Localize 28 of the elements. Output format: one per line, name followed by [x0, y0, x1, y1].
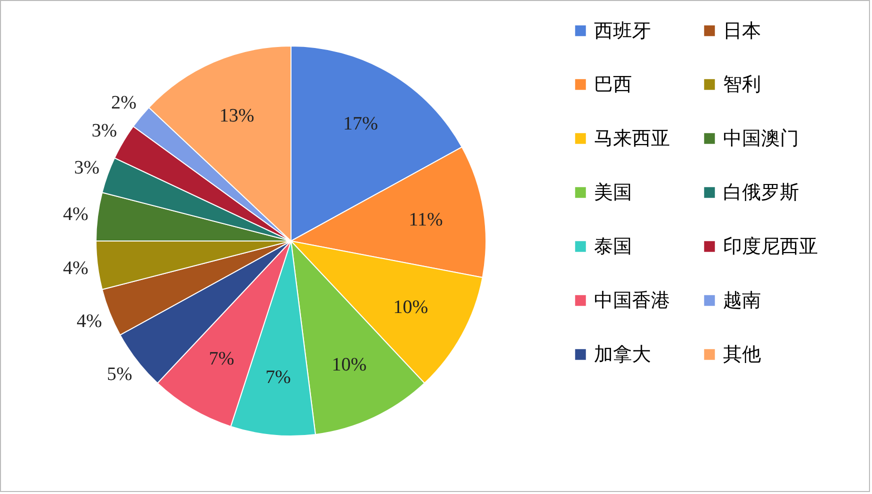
data-label: 4% [63, 258, 89, 280]
legend-label: 日本 [723, 20, 761, 42]
legend-label: 中国澳门 [723, 128, 799, 150]
legend-label: 其他 [723, 344, 761, 366]
legend-label: 马来西亚 [594, 128, 670, 150]
data-label: 13% [219, 106, 254, 127]
legend-label: 智利 [723, 74, 761, 96]
legend-label: 泰国 [594, 236, 632, 258]
legend-label: 中国香港 [594, 290, 670, 312]
legend-label: 加拿大 [594, 344, 651, 366]
data-label: 2% [111, 92, 137, 114]
data-label: 10% [393, 296, 428, 318]
data-label: 5% [106, 364, 132, 385]
data-label: 3% [74, 157, 100, 178]
data-label: 7% [265, 366, 291, 388]
legend-label: 巴西 [594, 74, 632, 96]
data-label: 4% [63, 204, 89, 225]
legend-label: 西班牙 [594, 20, 651, 42]
data-label: 11% [408, 210, 444, 231]
data-label: 7% [208, 348, 234, 370]
legend-label: 印度尼西亚 [723, 236, 818, 258]
data-label: 17% [343, 114, 378, 135]
data-label: 4% [76, 310, 102, 332]
legend-label: 美国 [594, 182, 632, 204]
data-label: 3% [92, 120, 118, 142]
legend-label: 越南 [723, 290, 761, 312]
legend-label: 白俄罗斯 [723, 182, 799, 204]
data-label: 10% [332, 354, 367, 376]
